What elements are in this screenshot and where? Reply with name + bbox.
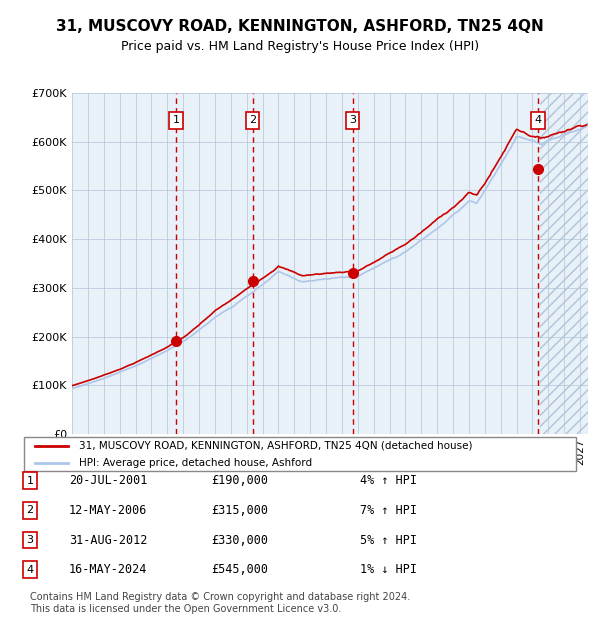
FancyBboxPatch shape xyxy=(24,437,576,471)
Text: 12-MAY-2006: 12-MAY-2006 xyxy=(69,504,147,516)
Text: HPI: Average price, detached house, Ashford: HPI: Average price, detached house, Ashf… xyxy=(79,458,313,467)
Text: £190,000: £190,000 xyxy=(212,474,269,487)
Text: 16-MAY-2024: 16-MAY-2024 xyxy=(69,564,147,576)
Bar xyxy=(541,93,588,434)
Text: 4: 4 xyxy=(26,565,34,575)
Text: 1% ↓ HPI: 1% ↓ HPI xyxy=(360,564,417,576)
Text: 3: 3 xyxy=(349,115,356,125)
Text: 1: 1 xyxy=(26,476,34,485)
Text: 20-JUL-2001: 20-JUL-2001 xyxy=(69,474,147,487)
Text: £545,000: £545,000 xyxy=(212,564,269,576)
Text: 1: 1 xyxy=(172,115,179,125)
Text: 4: 4 xyxy=(535,115,542,125)
Text: 3: 3 xyxy=(26,535,34,545)
Text: 31-AUG-2012: 31-AUG-2012 xyxy=(69,534,147,546)
Text: 2: 2 xyxy=(249,115,256,125)
Text: Price paid vs. HM Land Registry's House Price Index (HPI): Price paid vs. HM Land Registry's House … xyxy=(121,40,479,53)
Text: £315,000: £315,000 xyxy=(212,504,269,516)
Text: 31, MUSCOVY ROAD, KENNINGTON, ASHFORD, TN25 4QN (detached house): 31, MUSCOVY ROAD, KENNINGTON, ASHFORD, T… xyxy=(79,441,473,451)
Text: 7% ↑ HPI: 7% ↑ HPI xyxy=(360,504,417,516)
Text: 2: 2 xyxy=(26,505,34,515)
Text: 5% ↑ HPI: 5% ↑ HPI xyxy=(360,534,417,546)
Text: £330,000: £330,000 xyxy=(212,534,269,546)
Text: Contains HM Land Registry data © Crown copyright and database right 2024.
This d: Contains HM Land Registry data © Crown c… xyxy=(30,592,410,614)
Text: 31, MUSCOVY ROAD, KENNINGTON, ASHFORD, TN25 4QN: 31, MUSCOVY ROAD, KENNINGTON, ASHFORD, T… xyxy=(56,19,544,33)
Text: 4% ↑ HPI: 4% ↑ HPI xyxy=(360,474,417,487)
